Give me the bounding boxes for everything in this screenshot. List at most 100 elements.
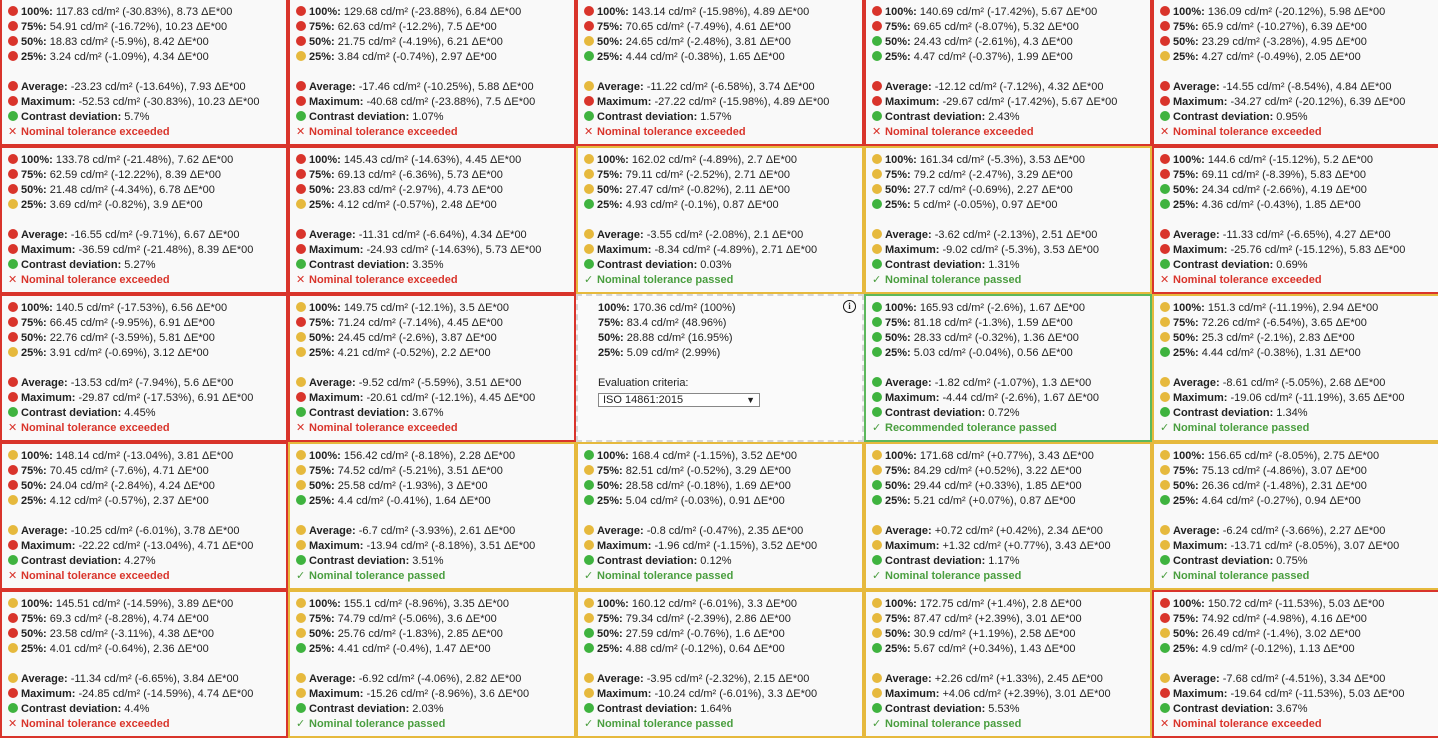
verdict-icon: ✕ (1160, 274, 1170, 286)
row-50: 50%: 25.76 cd/m² (-1.83%), 2.85 ΔE*00 (296, 627, 574, 642)
status-dot (8, 317, 18, 327)
status-dot (1160, 229, 1170, 239)
row-50: 50%: 30.9 cd/m² (+1.19%), 2.58 ΔE*00 (872, 627, 1150, 642)
average-label: Average: (21, 525, 68, 537)
status-dot (872, 169, 882, 179)
row-value: 3.69 cd/m² (-0.82%), 3.9 ΔE*00 (49, 199, 203, 211)
row-100: 100%: 161.34 cd/m² (-5.3%), 3.53 ΔE*00 (872, 153, 1150, 168)
status-dot (872, 229, 882, 239)
verdict-text: Nominal tolerance passed (885, 570, 1022, 582)
status-dot (296, 21, 306, 31)
average-label: Average: (597, 81, 644, 93)
average-label: Average: (1173, 377, 1220, 389)
average-row: Average: -11.31 cd/m² (-6.64%), 4.34 ΔE*… (296, 228, 574, 243)
info-icon[interactable]: i (843, 300, 856, 313)
maximum-label: Maximum: (1173, 244, 1228, 256)
uniformity-cell: 100%: 129.68 cd/m² (-23.88%), 6.84 ΔE*00… (288, 0, 576, 146)
row-25: 25%: 3.69 cd/m² (-0.82%), 3.9 ΔE*00 (8, 198, 286, 213)
row-value: 84.29 cd/m² (+0.52%), 3.22 ΔE*00 (913, 465, 1082, 477)
row-100: 100%: 129.68 cd/m² (-23.88%), 6.84 ΔE*00 (296, 5, 574, 20)
row-50: 50%: 25.3 cd/m² (-2.1%), 2.83 ΔE*00 (1160, 331, 1438, 346)
maximum-value: +1.32 cd/m² (+0.77%), 3.43 ΔE*00 (942, 540, 1111, 552)
status-dot (8, 377, 18, 387)
maximum-row: Maximum: -22.22 cd/m² (-13.04%), 4.71 ΔE… (8, 539, 286, 554)
status-dot (8, 229, 18, 239)
average-row: Average: -16.55 cd/m² (-9.71%), 6.67 ΔE*… (8, 228, 286, 243)
verdict-icon: ✕ (296, 422, 306, 434)
uniformity-cell: 100%: 117.83 cd/m² (-30.83%), 8.73 ΔE*00… (0, 0, 288, 146)
contrast-row: Contrast deviation: 3.67% (296, 406, 574, 421)
uniformity-cell: 100%: 171.68 cd/m² (+0.77%), 3.43 ΔE*00 … (864, 442, 1152, 590)
maximum-row: Maximum: -4.44 cd/m² (-2.6%), 1.67 ΔE*00 (872, 391, 1150, 406)
row-50: 50%: 18.83 cd/m² (-5.9%), 8.42 ΔE*00 (8, 35, 286, 50)
status-dot (584, 598, 594, 608)
criteria-select[interactable]: ISO 14861:2015 ▼ (598, 393, 760, 407)
uniformity-cell: 100%: 144.6 cd/m² (-15.12%), 5.2 ΔE*00 7… (1152, 146, 1438, 294)
row-100: 100%: 140.69 cd/m² (-17.42%), 5.67 ΔE*00 (872, 5, 1150, 20)
row-value: 4.41 cd/m² (-0.4%), 1.47 ΔE*00 (337, 643, 491, 655)
row-value: 5.09 cd/m² (2.99%) (626, 347, 721, 359)
status-dot (584, 495, 594, 505)
uniformity-cell: 100%: 165.93 cd/m² (-2.6%), 1.67 ΔE*00 7… (864, 294, 1152, 442)
row-label: 100%: (597, 6, 629, 18)
status-dot (1160, 555, 1170, 565)
row-label: 75%: (1173, 613, 1199, 625)
status-dot (8, 703, 18, 713)
row-100: 100%: 144.6 cd/m² (-15.12%), 5.2 ΔE*00 (1160, 153, 1438, 168)
row-75: 75%: 71.24 cd/m² (-7.14%), 4.45 ΔE*00 (296, 316, 574, 331)
maximum-label: Maximum: (885, 96, 940, 108)
status-dot (296, 229, 306, 239)
status-dot (8, 555, 18, 565)
status-dot (1160, 244, 1170, 254)
row-100: 100%: 150.72 cd/m² (-11.53%), 5.03 ΔE*00 (1160, 597, 1438, 612)
row-label: 50%: (885, 628, 911, 640)
maximum-label: Maximum: (309, 392, 364, 404)
status-dot (584, 36, 594, 46)
contrast-label: Contrast deviation: (885, 407, 986, 419)
row-100: 100%: 155.1 cd/m² (-8.96%), 3.35 ΔE*00 (296, 597, 574, 612)
contrast-value: 5.7% (124, 111, 150, 123)
row-value: 23.29 cd/m² (-3.28%), 4.95 ΔE*00 (1201, 36, 1367, 48)
contrast-label: Contrast deviation: (885, 111, 986, 123)
row-value: 145.51 cd/m² (-14.59%), 3.89 ΔE*00 (55, 598, 234, 610)
maximum-row: Maximum: -24.85 cd/m² (-14.59%), 4.74 ΔE… (8, 687, 286, 702)
status-dot (8, 688, 18, 698)
row-value: 5 cd/m² (-0.05%), 0.97 ΔE*00 (913, 199, 1058, 211)
average-label: Average: (885, 229, 932, 241)
status-dot (296, 347, 306, 357)
verdict-icon: ✓ (872, 718, 882, 730)
status-dot (8, 480, 18, 490)
uniformity-cell: 100%: 140.69 cd/m² (-17.42%), 5.67 ΔE*00… (864, 0, 1152, 146)
status-dot (584, 229, 594, 239)
status-dot (296, 199, 306, 209)
status-dot (872, 643, 882, 653)
verdict-text: Recommended tolerance passed (885, 422, 1057, 434)
maximum-label: Maximum: (309, 96, 364, 108)
row-50: 50%: 21.48 cd/m² (-4.34%), 6.78 ΔE*00 (8, 183, 286, 198)
average-label: Average: (885, 377, 932, 389)
contrast-label: Contrast deviation: (1173, 259, 1274, 271)
row-value: 4.64 cd/m² (-0.27%), 0.94 ΔE*00 (1201, 495, 1361, 507)
verdict-icon: ✓ (584, 718, 594, 730)
maximum-value: -19.64 cd/m² (-11.53%), 5.03 ΔE*00 (1230, 688, 1405, 700)
row-label: 75%: (21, 317, 47, 329)
average-label: Average: (1173, 525, 1220, 537)
row-value: 70.65 cd/m² (-7.49%), 4.61 ΔE*00 (625, 21, 791, 33)
row-label: 75%: (1173, 169, 1199, 181)
average-label: Average: (1173, 229, 1220, 241)
row-value: 25.3 cd/m² (-2.1%), 2.83 ΔE*00 (1201, 332, 1355, 344)
row-25: 25%: 3.91 cd/m² (-0.69%), 3.12 ΔE*00 (8, 346, 286, 361)
contrast-value: 1.34% (1276, 407, 1308, 419)
row-25: 25%: 4.64 cd/m² (-0.27%), 0.94 ΔE*00 (1160, 494, 1438, 509)
row-value: 140.5 cd/m² (-17.53%), 6.56 ΔE*00 (55, 302, 228, 314)
status-dot (1160, 495, 1170, 505)
maximum-row: Maximum: -34.27 cd/m² (-20.12%), 6.39 ΔE… (1160, 95, 1438, 110)
status-dot (8, 184, 18, 194)
contrast-row: Contrast deviation: 3.35% (296, 258, 574, 273)
row-value: 4.44 cd/m² (-0.38%), 1.65 ΔE*00 (625, 51, 785, 63)
row-label: 100%: (21, 6, 53, 18)
maximum-row: Maximum: +4.06 cd/m² (+2.39%), 3.01 ΔE*0… (872, 687, 1150, 702)
verdict-icon: ✓ (1160, 422, 1170, 434)
row-100: 100%: 160.12 cd/m² (-6.01%), 3.3 ΔE*00 (584, 597, 862, 612)
